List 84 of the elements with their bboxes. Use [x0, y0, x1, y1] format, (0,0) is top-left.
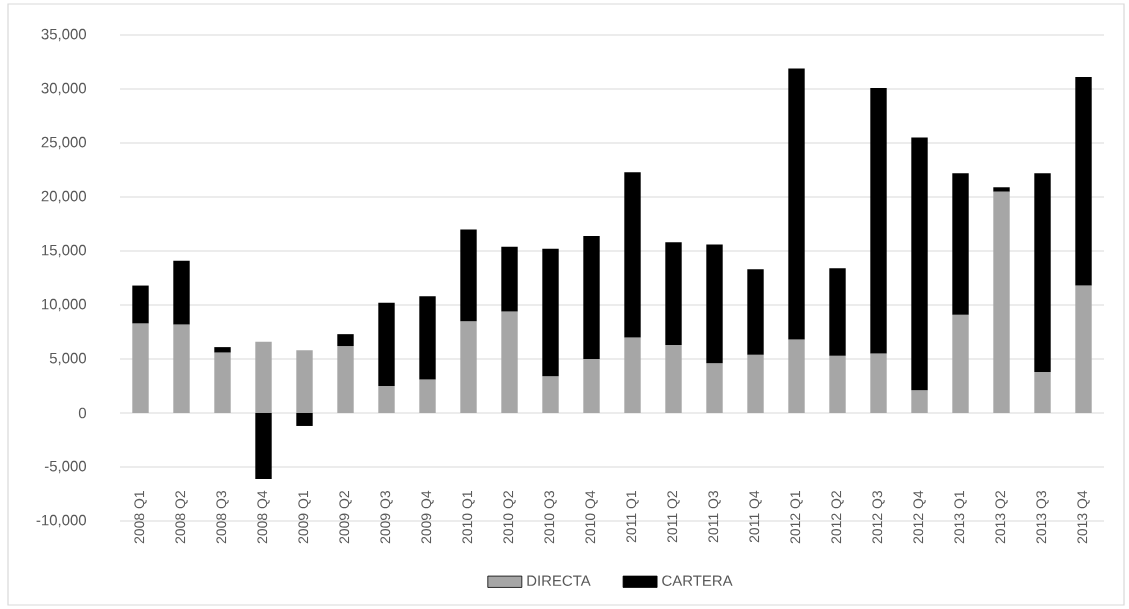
bar — [1034, 173, 1051, 372]
bar — [952, 173, 969, 315]
y-tick-label: 30,000 — [41, 82, 87, 96]
bar — [419, 296, 436, 380]
x-tick-label: 2011 Q4 — [749, 490, 762, 543]
bar — [829, 355, 846, 413]
x-tick-label: 2012 Q4 — [913, 490, 926, 544]
bar — [132, 323, 149, 413]
bar — [132, 285, 149, 324]
bar — [706, 244, 723, 364]
legend-label: DIRECTA — [527, 575, 591, 586]
y-tick-label: 35,000 — [41, 28, 87, 42]
bar — [1075, 285, 1092, 413]
y-tick-label: 20,000 — [41, 190, 87, 204]
bar — [337, 346, 354, 413]
bar — [624, 172, 641, 338]
bar — [542, 376, 559, 413]
bar — [460, 229, 477, 322]
x-tick-label: 2009 Q3 — [380, 491, 393, 544]
legend-label: CARTERA — [662, 575, 733, 586]
bar — [255, 341, 272, 413]
bar — [214, 347, 231, 353]
x-tick-label: 2012 Q2 — [831, 491, 844, 544]
bar — [788, 68, 805, 340]
bar — [419, 379, 436, 413]
bar — [378, 302, 395, 386]
bar — [993, 187, 1010, 192]
bar — [583, 359, 600, 413]
bar — [911, 137, 928, 391]
x-tick-label: 2009 Q1 — [298, 491, 311, 544]
x-tick-label: 2008 Q1 — [134, 491, 147, 544]
x-tick-label: 2008 Q4 — [257, 490, 270, 544]
bar — [870, 353, 887, 413]
x-tick-label: 2011 Q3 — [708, 491, 721, 543]
bar — [911, 390, 928, 413]
x-tick-label: 2013 Q3 — [1036, 491, 1049, 544]
y-tick-label: 10,000 — [42, 298, 87, 312]
x-tick-label: 2009 Q4 — [421, 490, 434, 544]
bar — [1075, 77, 1092, 286]
y-tick-label: -5,000 — [44, 460, 87, 474]
bar — [870, 87, 887, 354]
y-tick-label: 5,000 — [49, 352, 87, 366]
x-tick-label: 2008 Q2 — [175, 491, 188, 544]
bar — [665, 344, 682, 413]
x-tick-label: 2010 Q1 — [462, 491, 475, 544]
bar — [378, 386, 395, 413]
x-tick-label: 2010 Q2 — [503, 491, 516, 544]
x-tick-label: 2010 Q4 — [585, 490, 598, 544]
bar — [255, 413, 272, 479]
bar — [337, 334, 354, 347]
y-tick-label: 25,000 — [41, 136, 87, 150]
y-tick-label: -10,000 — [36, 514, 87, 528]
x-tick-label: 2011 Q2 — [667, 491, 680, 543]
bar — [993, 191, 1010, 413]
bar — [501, 311, 518, 413]
bar — [788, 339, 805, 413]
bar — [706, 363, 723, 413]
x-tick-label: 2013 Q4 — [1077, 490, 1090, 544]
bar — [665, 242, 682, 345]
bar — [460, 321, 477, 413]
bar — [296, 413, 313, 426]
bar — [214, 352, 231, 413]
bar — [747, 354, 764, 413]
x-tick-label: 2009 Q2 — [339, 491, 352, 544]
bar — [952, 314, 969, 413]
bar — [583, 235, 600, 359]
bar — [624, 337, 641, 413]
bar — [1034, 371, 1051, 413]
y-tick-label: 0 — [78, 407, 87, 419]
bar — [829, 268, 846, 356]
bar — [501, 246, 518, 312]
x-tick-label: 2010 Q3 — [544, 491, 557, 544]
bar — [542, 248, 559, 377]
bar — [296, 350, 313, 413]
bar — [173, 260, 190, 325]
bar — [747, 269, 764, 355]
y-tick-label: 15,000 — [42, 244, 87, 258]
x-tick-label: 2012 Q1 — [790, 491, 803, 544]
bar — [173, 324, 190, 413]
x-tick-label: 2008 Q3 — [216, 491, 229, 544]
x-tick-label: 2013 Q1 — [954, 491, 967, 544]
x-tick-label: 2012 Q3 — [872, 491, 885, 544]
x-tick-label: 2011 Q1 — [626, 491, 639, 543]
x-tick-label: 2013 Q2 — [995, 491, 1008, 544]
